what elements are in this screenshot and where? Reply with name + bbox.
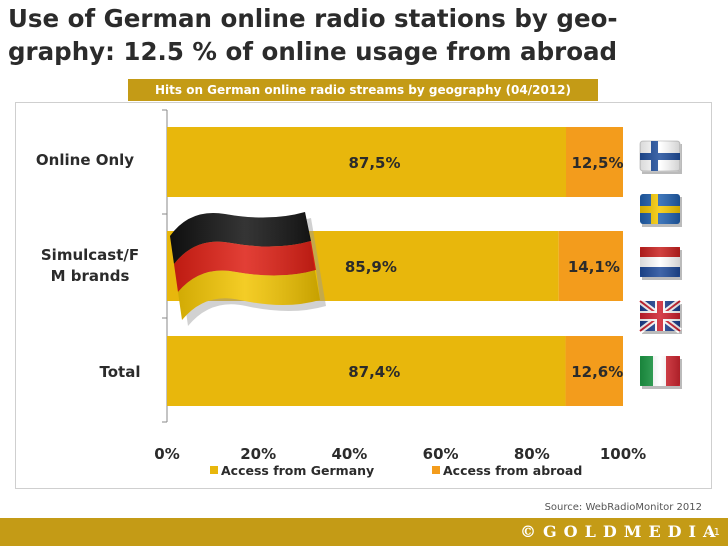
page-number: 11 bbox=[707, 527, 720, 538]
x-tick-label: 100% bbox=[600, 445, 646, 463]
data-label-abroad-2: 12,6% bbox=[571, 363, 623, 381]
category-label-simulcast: Simulcast/F M brands bbox=[40, 246, 140, 285]
bar-germany-2 bbox=[167, 336, 566, 406]
source-note: Source: WebRadioMonitor 2012 bbox=[544, 502, 702, 513]
legend-label-abroad: Access from abroad bbox=[443, 463, 582, 478]
x-tick-label: 80% bbox=[514, 445, 550, 463]
chart-subtitle: Hits on German online radio streams by g… bbox=[128, 79, 598, 101]
netherlands-flag bbox=[640, 247, 682, 280]
footer-bar bbox=[0, 518, 728, 546]
bar-abroad-2 bbox=[565, 336, 623, 406]
x-tick-label: 60% bbox=[423, 445, 459, 463]
category-label-online-only: Online Only bbox=[35, 151, 135, 169]
bar-germany-0 bbox=[167, 127, 566, 197]
x-tick-label: 0% bbox=[154, 445, 179, 463]
data-label-germany-1: 85,9% bbox=[345, 258, 397, 276]
data-label-germany-0: 87,5% bbox=[348, 154, 400, 172]
italy-flag bbox=[640, 356, 682, 389]
data-label-abroad-1: 14,1% bbox=[568, 258, 620, 276]
page-title: Use of German online radio stations by g… bbox=[8, 4, 618, 66]
bar-abroad-0 bbox=[566, 127, 623, 197]
legend-label-germany: Access from Germany bbox=[221, 463, 374, 478]
data-label-germany-2: 87,4% bbox=[348, 363, 400, 381]
germany-flag bbox=[170, 212, 326, 326]
uk-flag bbox=[638, 298, 682, 334]
x-tick-label: 40% bbox=[331, 445, 367, 463]
bar-abroad-1 bbox=[558, 231, 623, 301]
finland-flag bbox=[639, 140, 682, 174]
legend-swatch-germany bbox=[210, 466, 218, 474]
x-tick-label: 20% bbox=[240, 445, 276, 463]
sweden-flag bbox=[640, 194, 682, 227]
goldmedia-logo: ©GOLDMEDIA bbox=[520, 522, 723, 541]
legend-swatch-abroad bbox=[432, 466, 440, 474]
category-label-total: Total bbox=[99, 363, 141, 381]
data-label-abroad-0: 12,5% bbox=[571, 154, 623, 172]
